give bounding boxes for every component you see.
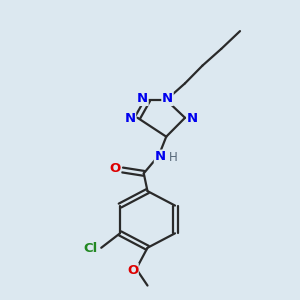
Text: N: N [154, 150, 166, 163]
Text: N: N [137, 92, 148, 105]
Text: N: N [187, 112, 198, 125]
Text: Cl: Cl [83, 242, 97, 255]
Text: N: N [124, 112, 136, 125]
Text: O: O [127, 263, 138, 277]
Text: O: O [110, 162, 121, 176]
Text: H: H [169, 151, 178, 164]
Text: N: N [162, 92, 173, 105]
